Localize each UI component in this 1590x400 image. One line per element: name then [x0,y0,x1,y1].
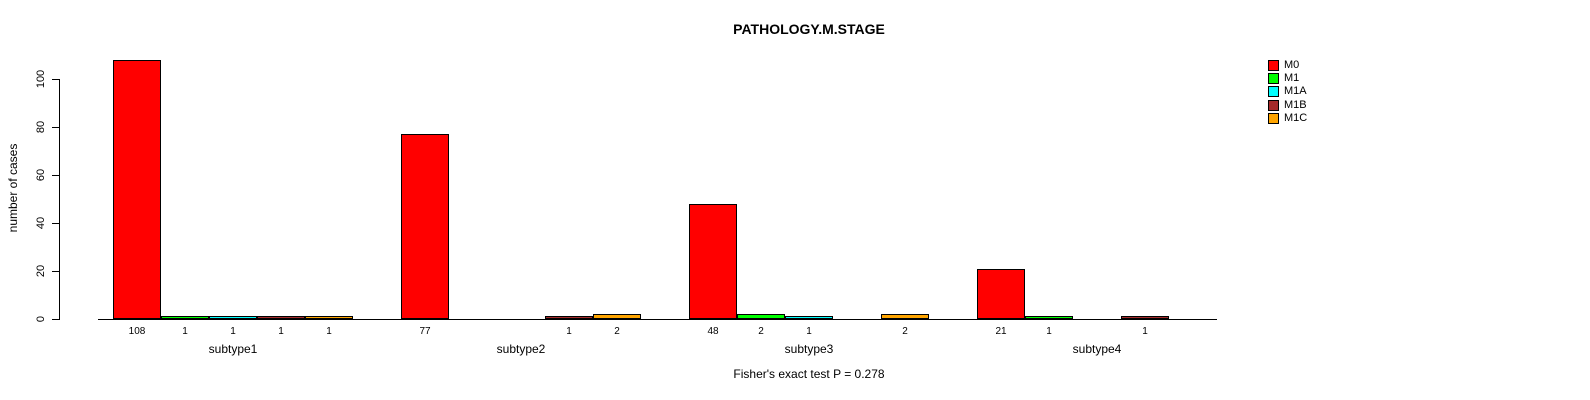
legend-swatch-icon [1268,73,1279,85]
bar-M1C-subtype1 [305,316,353,319]
legend-label: M1C [1284,111,1308,124]
bar-value-label: 108 [128,326,146,337]
legend-label: M1B [1284,98,1307,111]
y-axis-tick [52,223,59,224]
bar-value-label: 1 [326,326,332,337]
bar-M1B-subtype4 [1121,316,1169,319]
bar-value-label: 21 [995,326,1007,337]
legend-swatch-icon [1268,60,1279,71]
bar-M0-subtype4 [977,269,1025,319]
bar-M1-subtype1 [161,316,209,319]
bar-value-label: 1 [1142,326,1148,337]
bar-value-label: 1 [806,326,812,337]
legend-swatch-icon [1268,86,1279,98]
bar-value-label: 1 [566,326,572,337]
category-label-subtype3: subtype3 [784,342,834,356]
y-axis-tick-label: 60 [35,168,47,182]
category-label-subtype4: subtype4 [1072,342,1122,356]
bar-M1A-subtype3 [785,316,833,319]
x-axis-baseline [98,319,1217,320]
bar-value-label: 1 [1046,326,1052,337]
bar-M1C-subtype3 [881,314,929,319]
y-axis-tick-label: 100 [35,69,47,89]
bar-M1-subtype4 [1025,316,1073,319]
y-axis-tick [52,127,59,128]
chart-title: PATHOLOGY.M.STAGE [733,21,885,37]
legend-label: M1 [1284,72,1300,85]
y-axis-tick [52,271,59,272]
bar-M0-subtype1 [113,60,161,319]
bar-M1B-subtype2 [545,316,593,319]
bar-value-label: 2 [614,326,620,337]
bar-value-label: 77 [419,326,431,337]
y-axis-line [59,79,60,320]
bar-value-label: 1 [182,326,188,337]
y-axis-title: number of cases [6,143,20,233]
legend-label: M0 [1284,59,1300,71]
y-axis-tick [52,175,59,176]
y-axis-tick-label: 20 [35,264,47,278]
bar-M0-subtype3 [689,204,737,319]
category-label-subtype2: subtype2 [496,342,546,356]
bar-value-label: 2 [758,326,764,337]
bar-M1B-subtype1 [257,316,305,319]
legend-swatch-icon [1268,112,1279,124]
bar-value-label: 1 [278,326,284,337]
statistical-test-note: Fisher's exact test P = 0.278 [733,367,885,381]
category-label-subtype1: subtype1 [208,342,258,356]
bar-value-label: 1 [230,326,236,337]
bar-value-label: 48 [707,326,719,337]
bar-value-label: 2 [902,326,908,337]
y-axis-tick-label: 80 [35,120,47,134]
y-axis-tick-label: 40 [35,216,47,230]
bar-M0-subtype2 [401,134,449,319]
bar-M1A-subtype1 [209,316,257,319]
bar-M1C-subtype2 [593,314,641,319]
y-axis-tick-label: 0 [35,315,47,323]
legend-swatch-icon [1268,99,1279,111]
bar-M1-subtype3 [737,314,785,319]
y-axis-tick [52,319,59,320]
legend-label: M1A [1284,85,1307,98]
y-axis-tick [52,79,59,80]
